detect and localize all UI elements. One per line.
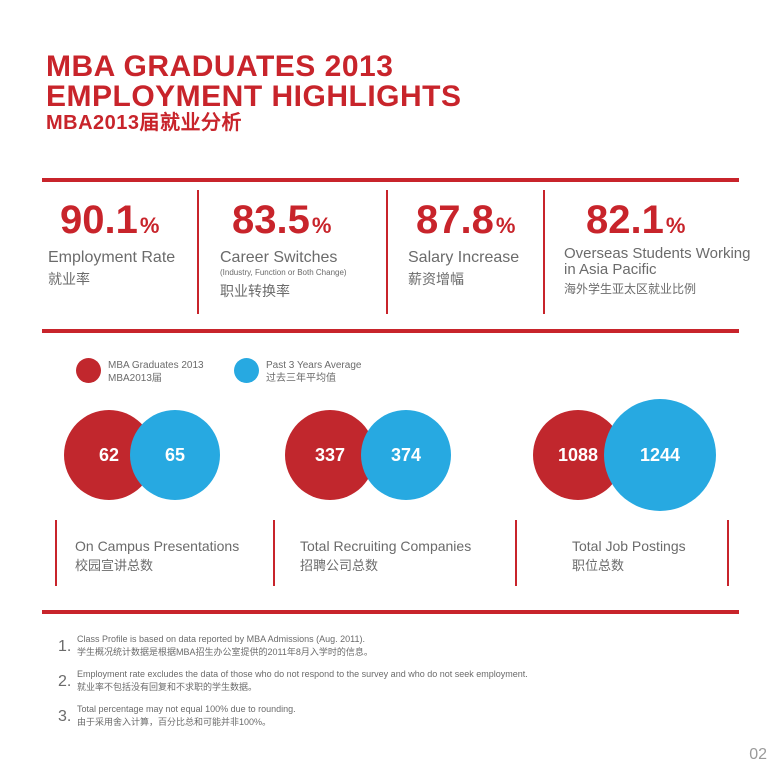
stat-employment-rate-label-zh: 就业率 [48,271,90,287]
stat-employment-rate-label: Employment Rate [48,249,176,266]
stat-divider [197,190,199,314]
metric-label-presentations: On Campus Presentations [75,538,240,554]
stat-value-unit: % [495,213,516,238]
page-title-zh: MBA2013届就业分析 [46,112,243,134]
stat-value-unit: % [139,213,160,238]
stat-career-switches-label: Career Switches [220,249,338,266]
stat-label-line-2: in Asia Pacific [564,260,657,278]
stat-employment-rate-value: 90.1% [60,200,159,240]
stat-value-number: 90.1 [60,198,138,242]
metric-label-job-postings-zh: 职位总数 [572,558,625,573]
bottom-divider [42,610,739,614]
stat-career-switches-label-zh: 职业转换率 [220,283,290,299]
middle-divider [42,329,739,333]
metric-label-job-postings: Total Job Postings [572,538,686,554]
footnote-text-zh: 就业率不包括没有回复和不求职的学生数据。 [77,682,258,692]
metric-divider [55,520,57,586]
stat-value-number: 87.8 [416,198,494,242]
circle-average-job-postings: 1244 [604,399,716,511]
page-number: 02 [749,746,767,763]
circle-average-companies: 374 [361,410,451,500]
footnote-text-zh: 由于采用舍入计算，百分比总和可能并非100%。 [77,717,272,727]
top-divider [42,178,739,182]
stat-career-switches-sublabel: (Industry, Function or Both Change) [220,268,347,277]
footnote-text: Class Profile is based on data reported … [77,634,365,644]
metric-label-companies-zh: 招聘公司总数 [300,558,379,573]
circle-2013-companies: 337 [285,410,375,500]
stat-value-number: 83.5 [232,198,310,242]
footnote-number: 3. [58,708,72,725]
legend-label-zh: MBA2013届 [108,372,162,384]
legend-dot-average [234,358,259,383]
stat-salary-increase-label: Salary Increase [408,249,520,266]
stat-salary-increase-value: 87.8% [416,200,515,240]
stat-divider [386,190,388,314]
legend-label-en: MBA Graduates 2013 [108,360,204,371]
stat-overseas-asia-label-zh: 海外学生亚太区就业比例 [564,282,697,296]
metric-label-companies: Total Recruiting Companies [300,538,472,554]
stat-value-unit: % [311,213,332,238]
metric-divider [273,520,275,586]
stat-divider [543,190,545,314]
stat-value-number: 82.1 [586,198,664,242]
footnote-number: 1. [58,638,72,655]
legend-dot-2013 [76,358,101,383]
page-title: MBA GRADUATES 2013 [46,50,394,83]
metric-divider [515,520,517,586]
footnote-text: Employment rate excludes the data of tho… [77,669,528,679]
footnote-text: Total percentage may not equal 100% due … [77,704,296,714]
stat-salary-increase-label-zh: 薪资增幅 [408,271,464,287]
stat-label-line-1: Overseas Students Working [564,245,751,262]
metric-divider [727,520,729,586]
stat-career-switches-value: 83.5% [232,200,331,240]
footnote-number: 2. [58,673,72,690]
legend-label-zh: 过去三年平均值 [266,372,336,384]
stat-value-unit: % [665,213,686,238]
footnote-text-zh: 学生概况统计数据是根据MBA招生办公室提供的2011年8月入学时的信息。 [77,647,373,657]
stat-overseas-asia-value: 82.1% [586,200,685,240]
legend-label-en: Past 3 Years Average [266,360,362,371]
stat-overseas-asia-label: Overseas Students Working in Asia Pacifi… [564,246,750,278]
metric-label-presentations-zh: 校园宣讲总数 [75,558,154,573]
circle-average-presentations: 65 [130,410,220,500]
page-subtitle: EMPLOYMENT HIGHLIGHTS [46,80,462,113]
legend-label-average: Past 3 Years Average 过去三年平均值 [266,360,361,385]
legend-label-2013: MBA Graduates 2013 MBA2013届 [108,360,204,385]
